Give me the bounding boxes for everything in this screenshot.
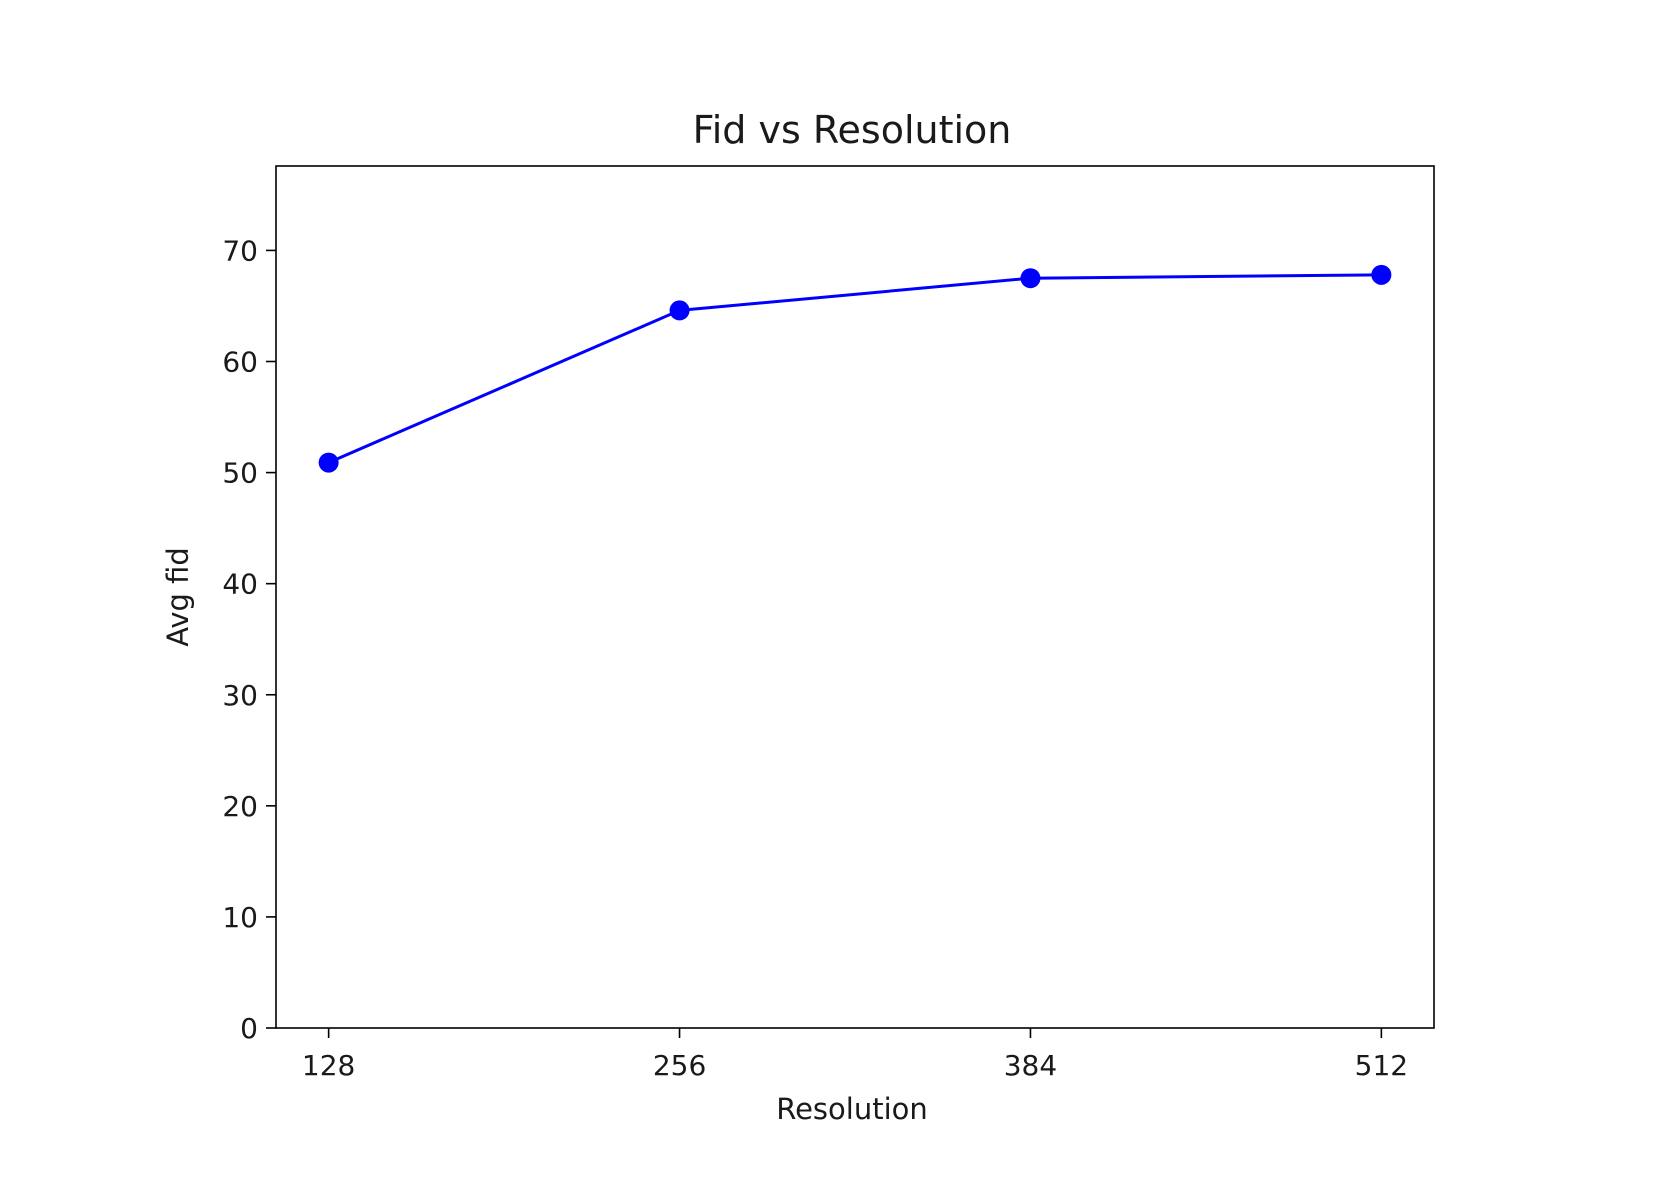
x-tick-label-1: 256: [653, 1049, 706, 1082]
y-tick-label-1: 10: [222, 901, 258, 934]
y-axis: 0 10 20 30 40 50 60 70: [222, 234, 276, 1045]
x-axis-label: Resolution: [776, 1092, 928, 1126]
plot-frame: [275, 165, 1435, 1029]
y-axis-label: Avg fid: [161, 547, 195, 647]
y-tick-label-5: 50: [222, 457, 258, 490]
chart-title: Fid vs Resolution: [693, 108, 1012, 152]
y-tick-label-7: 70: [222, 234, 258, 267]
x-tick-label-0: 128: [302, 1049, 355, 1082]
x-tick-label-3: 512: [1355, 1049, 1408, 1082]
y-tick-label-0: 0: [240, 1012, 258, 1045]
y-tick-label-3: 30: [222, 679, 258, 712]
data-point-0-2: [1020, 268, 1041, 289]
y-tick-label-4: 40: [222, 568, 258, 601]
x-axis: 128 256 384 512: [302, 1028, 1408, 1082]
x-tick-label-2: 384: [1004, 1049, 1057, 1082]
data-point-0-3: [1371, 264, 1392, 285]
data-point-0-1: [669, 300, 690, 321]
data-point-0-0: [318, 452, 339, 473]
y-tick-label-6: 60: [222, 346, 258, 379]
y-tick-label-2: 20: [222, 790, 258, 823]
series-layer: [318, 264, 1392, 473]
series-line-0: [328, 273, 1382, 464]
